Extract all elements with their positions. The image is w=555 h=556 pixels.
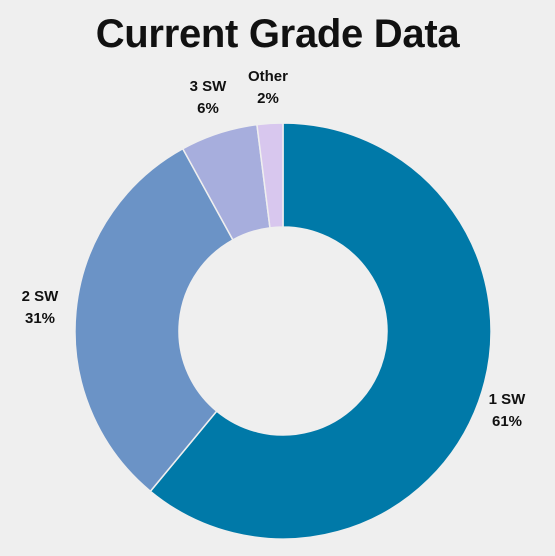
slice-label-other: Other 2% — [236, 66, 300, 110]
slice-label-1-sw: 1 SW 61% — [477, 389, 537, 433]
slice-label-value: 6% — [197, 100, 219, 117]
slice-group — [74, 122, 492, 540]
slice-label-category: 1 SW — [488, 391, 526, 408]
slice-label-2-sw: 2 SW 31% — [10, 286, 70, 330]
slice-label-category: 2 SW — [21, 288, 59, 305]
slice-label-value: 31% — [24, 310, 56, 327]
slice-label-3-sw: 3 SW 6% — [178, 76, 238, 120]
slice-label-category: 3 SW — [189, 78, 227, 95]
slice-label-category: Other — [247, 68, 288, 85]
donut-slice-2-sw — [74, 147, 234, 493]
donut-slice-1-sw — [149, 122, 492, 540]
slice-label-value: 2% — [257, 90, 279, 107]
slice-label-value: 61% — [491, 413, 523, 430]
donut-slice-other — [256, 122, 284, 229]
chart-title: Current Grade Data — [95, 12, 460, 56]
